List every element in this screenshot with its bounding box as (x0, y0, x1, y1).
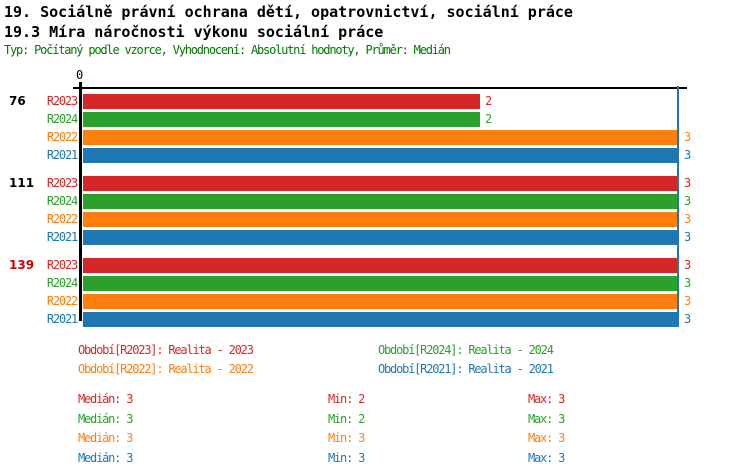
bar-series-label: R2023 (46, 94, 78, 108)
bar-value-label: 3 (684, 212, 691, 226)
bar-111-R2021 (83, 230, 679, 245)
bar-111-R2024 (83, 194, 679, 209)
group-label: 139 (9, 258, 35, 272)
bar-series-label: R2024 (46, 276, 78, 290)
stat-median-R2021: Medián: 3 (78, 451, 133, 465)
zero-tick-label: 0 (76, 68, 83, 82)
bar-76-R2024 (83, 112, 480, 127)
bar-value-label: 2 (485, 94, 492, 108)
legend-item-R2021: Období[R2021]: Realita - 2021 (378, 362, 554, 376)
bar-139-R2023 (83, 258, 679, 273)
bar-series-label: R2022 (46, 294, 78, 308)
bar-111-R2022 (83, 212, 679, 227)
report-meta: Typ: Počítaný podle vzorce, Vyhodnocení:… (4, 43, 451, 57)
stat-min-R2024: Min: 2 (328, 412, 365, 426)
stat-max-R2022: Max: 3 (528, 431, 565, 445)
stat-median-R2023: Medián: 3 (78, 392, 133, 406)
bar-value-label: 3 (684, 130, 691, 144)
stat-min-R2023: Min: 2 (328, 392, 365, 406)
bar-value-label: 3 (684, 276, 691, 290)
stat-min-R2021: Min: 3 (328, 451, 365, 465)
bar-value-label: 3 (684, 176, 691, 190)
legend-item-R2024: Období[R2024]: Realita - 2024 (378, 343, 554, 357)
bar-value-label: 3 (684, 294, 691, 308)
bar-value-label: 3 (684, 148, 691, 162)
report-subtitle: 19.3 Míra náročnosti výkonu sociální prá… (4, 23, 384, 41)
bar-76-R2022 (83, 130, 679, 145)
y-axis-line (79, 82, 82, 321)
bar-76-R2021 (83, 148, 679, 163)
bar-139-R2021 (83, 312, 679, 327)
stat-median-R2022: Medián: 3 (78, 431, 133, 445)
bar-value-label: 3 (684, 258, 691, 272)
stat-median-R2024: Medián: 3 (78, 412, 133, 426)
stat-max-R2023: Max: 3 (528, 392, 565, 406)
bar-series-label: R2024 (46, 112, 78, 126)
bar-series-label: R2022 (46, 212, 78, 226)
group-label: 76 (9, 94, 26, 108)
bar-series-label: R2021 (46, 312, 78, 326)
bar-value-label: 3 (684, 194, 691, 208)
bar-139-R2024 (83, 276, 679, 291)
bar-series-label: R2023 (46, 258, 78, 272)
reference-line (677, 86, 679, 326)
bar-series-label: R2023 (46, 176, 78, 190)
report-title: 19. Sociálně právní ochrana dětí, opatro… (4, 3, 573, 21)
bar-value-label: 3 (684, 230, 691, 244)
stat-min-R2022: Min: 3 (328, 431, 365, 445)
bar-76-R2023 (83, 94, 480, 109)
stat-max-R2024: Max: 3 (528, 412, 565, 426)
bar-series-label: R2024 (46, 194, 78, 208)
bar-series-label: R2022 (46, 130, 78, 144)
bar-series-label: R2021 (46, 148, 78, 162)
bar-139-R2022 (83, 294, 679, 309)
bar-111-R2023 (83, 176, 679, 191)
stat-max-R2021: Max: 3 (528, 451, 565, 465)
group-label: 111 (9, 176, 35, 190)
bar-value-label: 3 (684, 312, 691, 326)
bar-value-label: 2 (485, 112, 492, 126)
legend-item-R2022: Období[R2022]: Realita - 2022 (78, 362, 254, 376)
bar-series-label: R2021 (46, 230, 78, 244)
legend-item-R2023: Období[R2023]: Realita - 2023 (78, 343, 254, 357)
x-axis-line (73, 87, 687, 89)
